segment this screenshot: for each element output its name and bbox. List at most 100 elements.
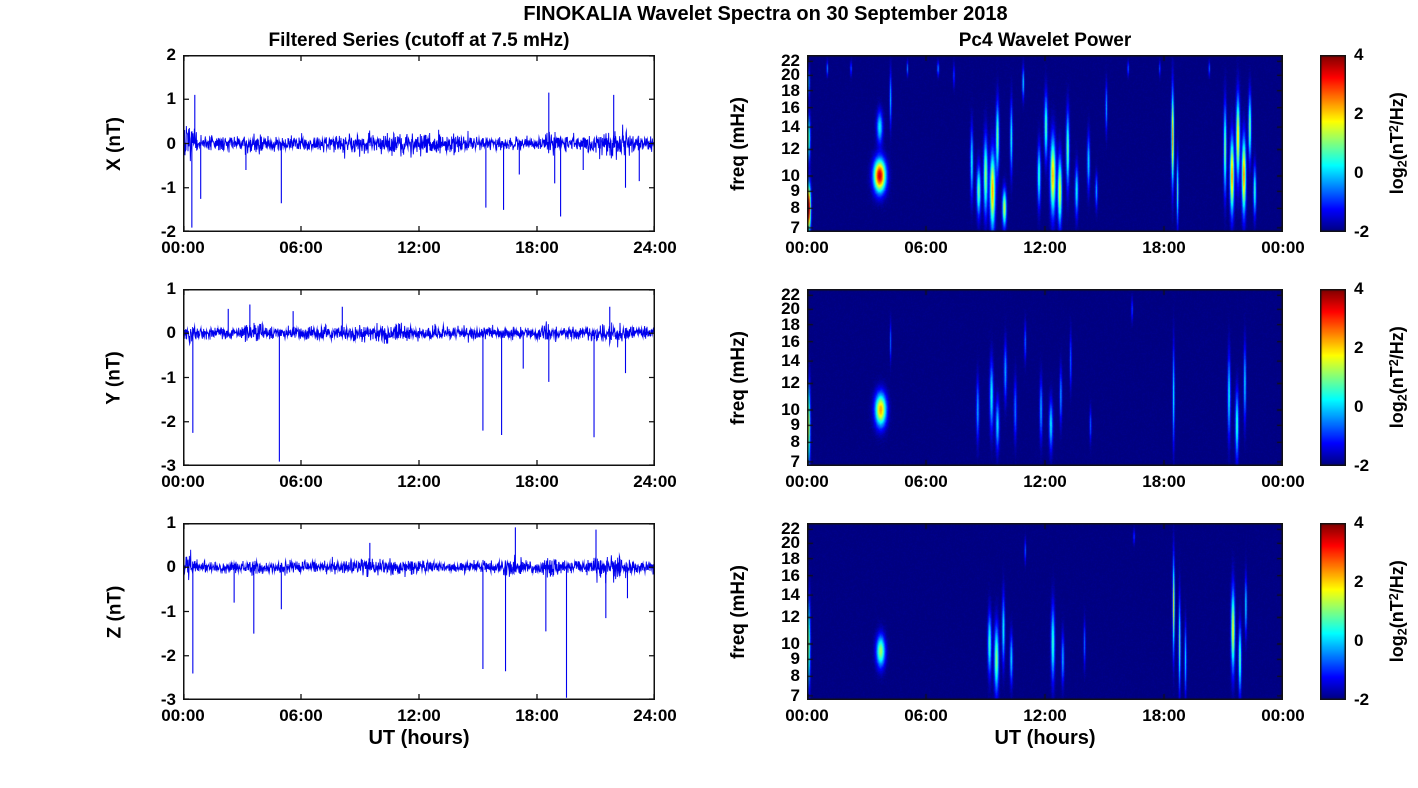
x-tick-label: 18:00	[1142, 706, 1186, 725]
colorbar-tick-label: -2	[1354, 222, 1370, 241]
y-tick-label: 7	[790, 685, 800, 705]
y-wavelet-power-canvas	[807, 289, 1283, 466]
colorbar-label: log2(nT2/Hz)	[1384, 55, 1412, 232]
colorbar-label-sup: 2	[1386, 593, 1401, 601]
colorbar-row2: 4 2 0 -2 log2(nT2/Hz)	[1320, 280, 1409, 475]
colorbar-label-text: /Hz)	[1386, 92, 1407, 126]
x-tick-label: 18:00	[1142, 472, 1186, 491]
colorbar-row3: 4 2 0 -2 log2(nT2/Hz)	[1320, 514, 1409, 709]
x-tick-label: 12:00	[397, 238, 441, 257]
x-wavelet-power-canvas	[807, 55, 1283, 232]
x-filtered-series-panel: X (nT) 2 1 0 -1 -2 00:00 06:00 12:00 18:00 24:00	[104, 45, 677, 257]
colorbar-tick-labels: 4 2 0 -2	[1354, 46, 1394, 241]
y-tick-label: 14	[781, 585, 800, 605]
colorbar-label-text: log	[1386, 635, 1407, 663]
colorbar-label-text: /Hz)	[1386, 560, 1407, 594]
y-tick-label: 18	[781, 314, 800, 334]
y-tick-label: 9	[790, 415, 800, 435]
y-tick-label: 22	[781, 51, 800, 71]
colorbar-label-sup: 2	[1386, 359, 1401, 367]
y-tick-label: 7	[790, 451, 800, 471]
y-filtered-series-panel: Y (nT) 1 0 -1 -2 -3 00:00 06:00 12:00 18:00 24:0…	[104, 279, 677, 491]
x-tick-label: 12:00	[397, 472, 441, 491]
z-filtered-series-canvas	[183, 523, 655, 700]
x-tick-label: 24:00	[633, 238, 677, 257]
y-tick-label: 0	[166, 323, 176, 343]
figure-title: FINOKALIA Wavelet Spectra on 30 Septembe…	[523, 3, 1008, 25]
x-tick-labels: 00:00 06:00 12:00 18:00 24:00	[161, 232, 676, 258]
y-tick-label: 8	[790, 198, 800, 218]
colorbar-tick-label: 0	[1354, 631, 1364, 650]
x-tick-label: 12:00	[397, 706, 441, 725]
x-tick-label: 12:00	[1023, 472, 1067, 491]
colorbar-label-text: log	[1386, 401, 1407, 429]
y-tick-label: 0	[166, 557, 176, 577]
x-tick-label: 00:00	[785, 238, 829, 257]
y-tick-label: -2	[160, 222, 176, 241]
y-tick-label: 1	[166, 513, 176, 532]
x-tick-label: 18:00	[515, 238, 559, 257]
x-tick-label: 00:00	[161, 238, 205, 257]
x-tick-label: 06:00	[279, 706, 323, 725]
y-tick-labels: 22 20 18 16 14 12 10 9 8 7	[746, 51, 800, 236]
colorbar-tick-label: 4	[1354, 279, 1364, 298]
x-tick-label: 12:00	[1023, 238, 1067, 257]
x-tick-label: 06:00	[904, 706, 948, 725]
colorbar-gradient	[1320, 55, 1346, 232]
x-tick-label: 00:00	[1261, 472, 1305, 491]
y-tick-label: 0	[166, 133, 176, 153]
colorbar-label: log2(nT2/Hz)	[1384, 289, 1412, 466]
colorbar-tick-label: 2	[1354, 572, 1364, 591]
y-tick-label: 22	[781, 285, 800, 305]
x-tick-label: 24:00	[633, 706, 677, 725]
y-filtered-series-canvas	[183, 289, 655, 466]
x-tick-label: 12:00	[1023, 706, 1067, 725]
x-tick-labels: 00:00 06:00 12:00 18:00 00:00	[785, 232, 1304, 258]
y-tick-labels: 1 0 -1 -2 -3	[122, 513, 176, 709]
y-tick-label: -3	[160, 456, 176, 475]
y-tick-label: 14	[781, 351, 800, 371]
y-tick-labels: 22 20 18 16 14 12 10 9 8 7	[746, 285, 800, 470]
y-tick-label: 1	[166, 89, 176, 109]
y-tick-label: 16	[781, 97, 800, 117]
colorbar-label-text: (nT	[1386, 366, 1407, 395]
y-tick-label: 12	[781, 607, 800, 627]
right-xaxis-label: UT (hours)	[994, 727, 1096, 749]
x-tick-label: 18:00	[1142, 238, 1186, 257]
y-tick-label: 18	[781, 548, 800, 568]
colorbar-tick-labels: 4 2 0 -2	[1354, 280, 1394, 475]
colorbar-label-sup: 2	[1386, 125, 1401, 133]
colorbar-label-sub: 2	[1395, 628, 1410, 636]
z-wavelet-power-canvas	[807, 523, 1283, 700]
y-tick-labels: 1 0 -1 -2 -3	[122, 279, 176, 475]
x-tick-label: 00:00	[161, 706, 205, 725]
y-tick-label: 22	[781, 519, 800, 539]
x-filtered-series-canvas	[183, 55, 655, 232]
y-tick-label: 18	[781, 80, 800, 100]
left-xaxis-label: UT (hours)	[368, 727, 470, 749]
y-tick-label: 14	[781, 117, 800, 137]
y-tick-label: 10	[781, 399, 800, 419]
colorbar-tick-label: 0	[1354, 397, 1364, 416]
y-tick-label: 8	[790, 432, 800, 452]
y-tick-label: -2	[160, 411, 176, 431]
x-tick-label: 06:00	[279, 472, 323, 491]
y-tick-label: 9	[790, 649, 800, 669]
x-tick-label: 00:00	[1261, 238, 1305, 257]
x-tick-labels: 00:00 06:00 12:00 18:00 24:00	[161, 700, 676, 726]
colorbar-label-text: /Hz)	[1386, 326, 1407, 360]
x-tick-labels: 00:00 06:00 12:00 18:00 00:00	[785, 700, 1304, 726]
colorbar-label-text: (nT	[1386, 132, 1407, 161]
x-tick-label: 00:00	[785, 472, 829, 491]
y-tick-label: 10	[781, 165, 800, 185]
colorbar-tick-label: 2	[1354, 104, 1364, 123]
y-tick-label: 20	[781, 533, 800, 553]
colorbar-label: log2(nT2/Hz)	[1384, 523, 1412, 700]
x-tick-label: 18:00	[515, 472, 559, 491]
colorbar-tick-label: 0	[1354, 163, 1364, 182]
x-tick-label: 24:00	[633, 472, 677, 491]
colorbar-tick-label: 4	[1354, 45, 1364, 64]
x-tick-label: 06:00	[279, 238, 323, 257]
colorbar-gradient	[1320, 523, 1346, 700]
